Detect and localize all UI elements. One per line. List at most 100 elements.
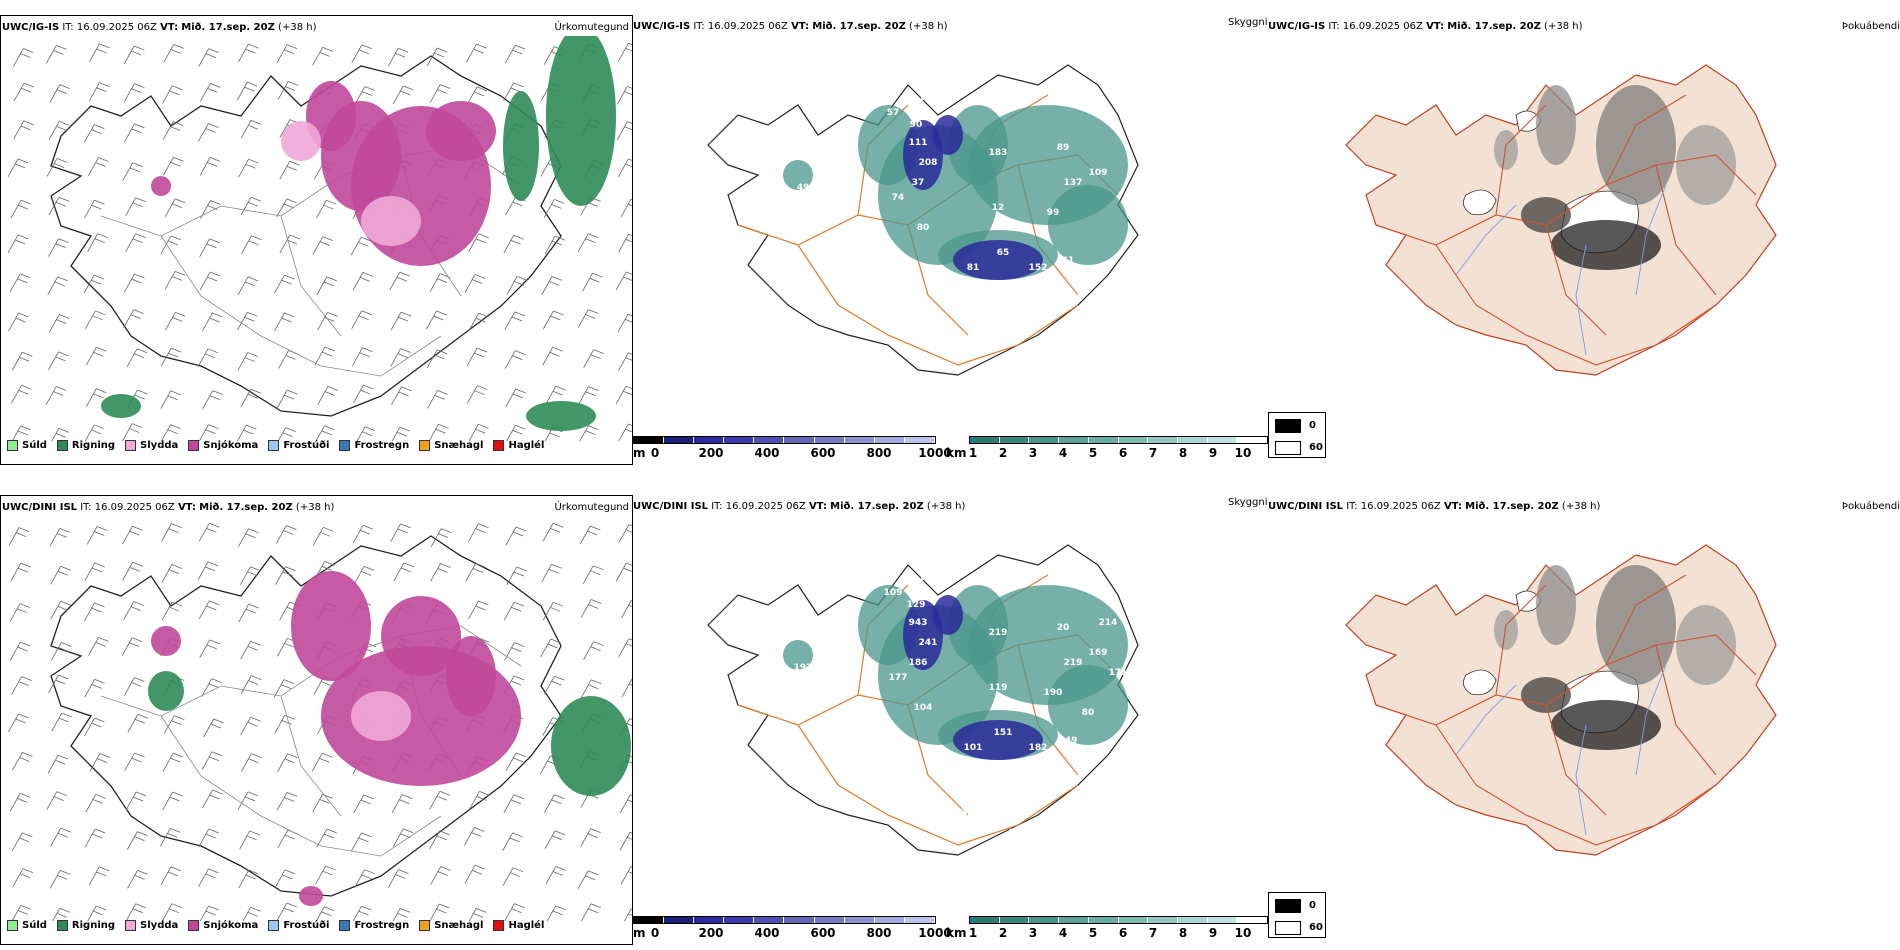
legend-label: Frostregn bbox=[354, 440, 410, 451]
wind-barb bbox=[50, 642, 72, 661]
wind-barb bbox=[201, 678, 222, 697]
wind-barb bbox=[161, 601, 183, 621]
wind-barb bbox=[48, 351, 69, 371]
lead-time: (+38 h) bbox=[909, 21, 948, 32]
vis-tick: 2 bbox=[998, 446, 1008, 460]
wind-barb bbox=[577, 233, 599, 252]
wind-barb bbox=[544, 830, 566, 849]
fog-area bbox=[1676, 605, 1736, 685]
legend-label: Súld bbox=[22, 440, 47, 451]
wind-barb bbox=[50, 565, 71, 585]
vt-label: VT: bbox=[177, 502, 196, 513]
wind-barb bbox=[542, 601, 564, 621]
wind-barb bbox=[429, 903, 450, 921]
wind-barb bbox=[50, 600, 71, 620]
wind-barb bbox=[88, 636, 109, 656]
colorbar-segment bbox=[1059, 917, 1089, 923]
wind-barb bbox=[123, 309, 144, 328]
wind-barb bbox=[240, 566, 261, 585]
it-value: 16.09.2025 06Z bbox=[725, 501, 806, 512]
vis-panel-header: UWC/IG-IS IT: 16.09.2025 06Z VT: Mið. 17… bbox=[633, 21, 947, 32]
wind-barb bbox=[464, 274, 486, 293]
wind-barb bbox=[390, 348, 411, 367]
wind-barb bbox=[506, 424, 526, 441]
legend-swatch bbox=[7, 920, 18, 931]
vis-tick: 4 bbox=[1058, 926, 1068, 940]
wind-barb bbox=[390, 523, 411, 543]
depth-tick: 200 bbox=[698, 926, 724, 940]
wind-barb bbox=[84, 717, 105, 737]
vis-tick: 1 bbox=[968, 926, 978, 940]
wind-barb bbox=[279, 160, 300, 180]
wind-barb bbox=[48, 314, 70, 333]
snow-depth-label: 195 bbox=[1009, 828, 1028, 838]
wind-barb bbox=[160, 390, 181, 409]
wind-barb bbox=[9, 273, 31, 292]
visibility-area bbox=[1048, 185, 1128, 265]
fog-roads bbox=[1375, 574, 1757, 846]
wind-barb bbox=[124, 752, 145, 772]
wind-barb bbox=[87, 905, 107, 921]
wind-barb bbox=[542, 522, 564, 542]
wind-barb bbox=[617, 121, 632, 140]
snow-depth-label: 171 bbox=[1109, 668, 1128, 678]
wind-barb bbox=[161, 903, 183, 921]
it-label: IT: bbox=[62, 22, 74, 33]
wind-barb bbox=[86, 526, 108, 545]
wind-barb bbox=[8, 713, 29, 733]
fog-shading bbox=[1494, 85, 1736, 270]
colorbar-segment bbox=[634, 917, 665, 923]
wind-barb bbox=[198, 48, 219, 67]
wind-barb bbox=[393, 562, 415, 582]
vt-value: Mið. 17.sep. 20Z bbox=[1447, 21, 1541, 32]
legend-swatch bbox=[419, 920, 431, 931]
colorbar-segment bbox=[1207, 917, 1238, 923]
wind-barb bbox=[505, 752, 527, 772]
lead-time: (+38 h) bbox=[1561, 501, 1601, 512]
wind-barb bbox=[468, 312, 489, 332]
wind-barb bbox=[159, 828, 181, 847]
colorbar-segment bbox=[814, 437, 845, 443]
depth-tick: 800 bbox=[866, 926, 892, 940]
precip-legend-item: Snjókoma bbox=[188, 440, 258, 451]
precip-legend-item: Frostregn bbox=[339, 920, 409, 931]
wind-barb bbox=[277, 753, 298, 772]
model-name: UWC/IG-IS bbox=[1268, 21, 1326, 32]
wind-barb bbox=[160, 235, 182, 255]
wind-barb bbox=[316, 199, 337, 219]
fog-rivers bbox=[1455, 664, 1667, 836]
wind-barb bbox=[580, 828, 601, 847]
wind-barb bbox=[577, 870, 599, 889]
snow-depth-label: 101 bbox=[964, 743, 983, 753]
snow-depth-label: 169 bbox=[1089, 648, 1108, 658]
wind-barb bbox=[429, 84, 451, 103]
wind-barb bbox=[160, 866, 182, 886]
fog-legend-swatch bbox=[1275, 899, 1301, 913]
wind-barb bbox=[199, 271, 221, 291]
vt-label: VT: bbox=[1426, 21, 1445, 32]
vis-colorbar bbox=[969, 916, 1268, 924]
wind-barb bbox=[503, 601, 525, 621]
row-dini-isl: UWC/DINI ISL IT: 16.09.2025 06Z VT: Mið.… bbox=[0, 480, 1900, 950]
wind-barb bbox=[506, 566, 527, 586]
fog-title: Þokuábendi bbox=[1841, 501, 1900, 512]
wind-barb bbox=[505, 526, 527, 546]
wind-barb bbox=[620, 866, 632, 885]
wind-barb bbox=[48, 120, 70, 140]
colorbar-segment bbox=[664, 917, 695, 923]
wind-barb bbox=[161, 564, 182, 583]
wind-barb bbox=[203, 718, 224, 738]
wind-barb bbox=[202, 312, 223, 332]
wind-barb bbox=[89, 753, 111, 772]
wind-barb bbox=[11, 384, 32, 404]
wind-barb bbox=[47, 754, 69, 774]
colorbar-segment bbox=[844, 437, 875, 443]
colorbar-segment bbox=[694, 437, 725, 443]
colorbar-segment bbox=[1177, 917, 1208, 923]
fog-area bbox=[1494, 610, 1518, 650]
wind-barb bbox=[237, 352, 258, 371]
visibility-title: Skyggni bbox=[1228, 497, 1268, 508]
colorbar-segment bbox=[1088, 437, 1119, 443]
wind-barb bbox=[47, 276, 68, 296]
legend-swatch bbox=[268, 440, 280, 451]
